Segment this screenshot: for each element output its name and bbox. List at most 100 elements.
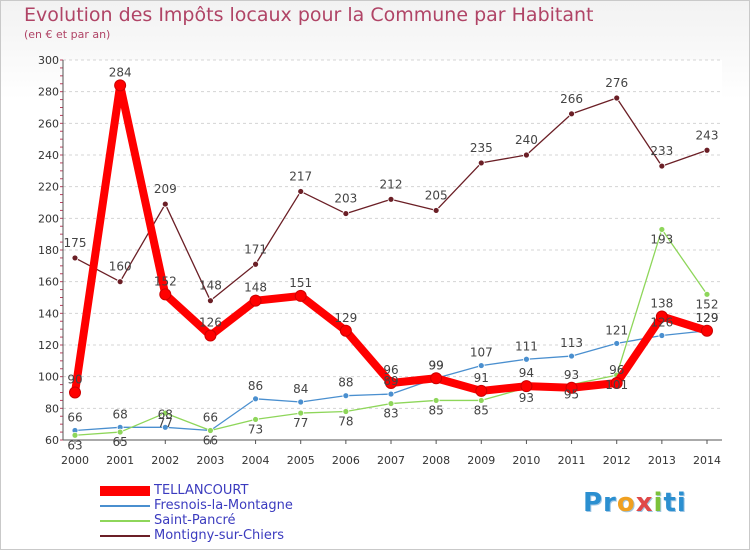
y-tick-label: 300 xyxy=(38,54,59,67)
x-tick-label: 2006 xyxy=(332,454,360,467)
data-label: 284 xyxy=(109,65,132,79)
data-point xyxy=(207,427,214,434)
data-point xyxy=(69,386,81,399)
data-label: 152 xyxy=(696,297,719,311)
data-label: 212 xyxy=(380,177,403,191)
data-label: 129 xyxy=(334,311,357,325)
data-point xyxy=(342,210,350,217)
data-point xyxy=(252,395,259,403)
data-point xyxy=(613,94,621,102)
data-point xyxy=(159,288,172,301)
proxiti-logo: Proxiti xyxy=(583,488,687,518)
legend-swatch xyxy=(100,535,150,537)
data-label: 91 xyxy=(474,371,489,385)
data-label: 93 xyxy=(519,391,534,405)
x-tick-label: 2014 xyxy=(693,454,721,467)
data-label: 121 xyxy=(605,323,628,337)
data-label: 107 xyxy=(470,346,493,360)
logo-part-1: Pr xyxy=(583,488,617,518)
data-label: 68 xyxy=(158,407,173,421)
data-point xyxy=(161,423,169,431)
data-point xyxy=(249,294,262,307)
data-label: 152 xyxy=(154,274,177,288)
legend-swatch xyxy=(100,505,150,507)
data-label: 240 xyxy=(515,133,538,147)
data-label: 83 xyxy=(383,407,398,421)
data-point xyxy=(294,289,307,302)
data-point xyxy=(342,392,350,400)
data-point xyxy=(477,159,485,167)
x-tick-label: 2002 xyxy=(151,454,179,467)
x-tick-label: 2009 xyxy=(467,454,495,467)
data-label: 77 xyxy=(158,416,173,430)
logo-part-2: o xyxy=(616,488,636,518)
data-label: 160 xyxy=(109,260,132,274)
legend-label: TELLANCOURT xyxy=(154,483,249,498)
y-tick-label: 160 xyxy=(38,276,59,289)
legend-label: Saint-Pancré xyxy=(154,513,236,528)
x-tick-label: 2008 xyxy=(422,454,450,467)
y-tick-label: 260 xyxy=(38,117,59,130)
data-point xyxy=(385,377,397,389)
data-label: 148 xyxy=(199,279,222,293)
data-point xyxy=(477,397,485,404)
data-point xyxy=(701,324,713,337)
data-point xyxy=(658,332,666,339)
data-point xyxy=(565,381,578,394)
data-label: 276 xyxy=(605,76,628,90)
data-point xyxy=(204,329,217,342)
data-point xyxy=(161,200,169,208)
data-point xyxy=(207,297,214,305)
data-point xyxy=(475,384,488,397)
x-tick-label: 2012 xyxy=(603,454,631,467)
data-point xyxy=(116,278,124,286)
data-label: 66 xyxy=(203,411,218,425)
legend-label: Fresnois-la-Montagne xyxy=(154,498,293,513)
x-tick-label: 2007 xyxy=(377,454,405,467)
data-label: 96 xyxy=(383,363,398,377)
data-point xyxy=(703,146,711,154)
data-label: 209 xyxy=(154,182,177,196)
data-label: 95 xyxy=(564,388,579,402)
data-label: 235 xyxy=(470,141,493,155)
data-point xyxy=(432,397,440,404)
data-point xyxy=(387,390,395,398)
data-label: 113 xyxy=(560,336,583,350)
data-point xyxy=(252,260,259,268)
x-tick-label: 2004 xyxy=(242,454,270,467)
data-point xyxy=(342,408,350,415)
data-label: 151 xyxy=(289,276,312,290)
data-label: 90 xyxy=(67,373,82,387)
data-point xyxy=(297,409,305,417)
data-label: 77 xyxy=(293,416,308,430)
data-point xyxy=(71,431,79,439)
data-point xyxy=(297,398,305,406)
y-tick-label: 280 xyxy=(38,86,59,99)
x-tick-label: 2003 xyxy=(196,454,224,467)
chart-subtitle: (en € et par an) xyxy=(24,28,111,41)
data-point xyxy=(658,162,666,170)
data-point xyxy=(658,226,666,233)
data-point xyxy=(430,372,443,385)
data-label: 233 xyxy=(650,144,673,158)
data-label: 175 xyxy=(64,236,87,250)
data-label: 138 xyxy=(650,297,673,311)
data-point xyxy=(568,352,575,360)
data-point xyxy=(523,151,530,159)
data-label: 85 xyxy=(474,403,489,417)
data-label: 129 xyxy=(696,311,719,325)
data-label: 88 xyxy=(338,376,353,390)
x-tick-label: 2000 xyxy=(61,454,89,467)
data-point xyxy=(116,428,124,436)
legend-swatch xyxy=(100,520,150,522)
data-label: 78 xyxy=(338,415,353,429)
y-tick-label: 140 xyxy=(38,307,59,320)
data-label: 203 xyxy=(334,192,357,206)
logo-part-3: x xyxy=(635,488,654,518)
data-label: 148 xyxy=(244,281,267,295)
data-label: 93 xyxy=(564,368,579,382)
data-label: 266 xyxy=(560,92,583,106)
x-tick-label: 2001 xyxy=(106,454,134,467)
y-tick-label: 120 xyxy=(38,339,59,352)
data-point xyxy=(387,195,395,203)
